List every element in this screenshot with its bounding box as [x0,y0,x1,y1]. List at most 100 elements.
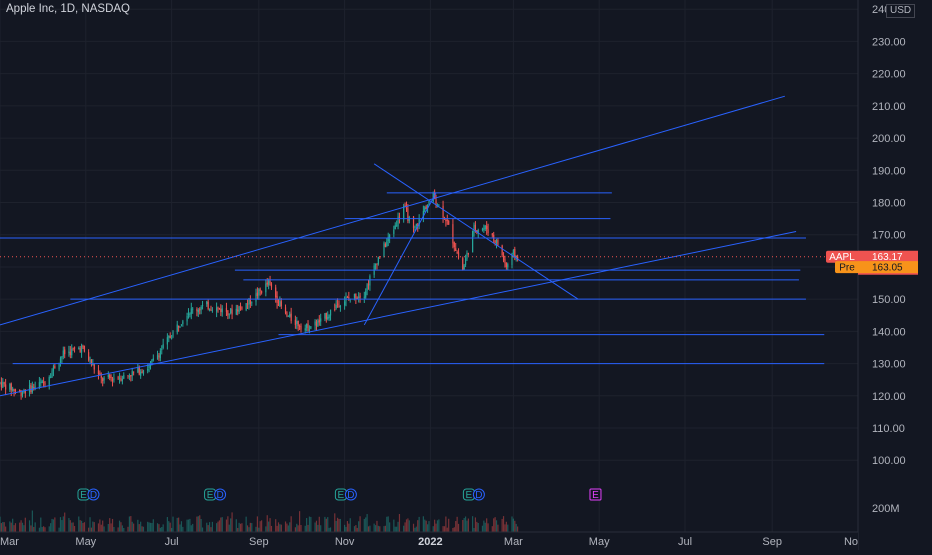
candle[interactable] [54,363,56,369]
candle[interactable] [504,255,506,268]
candle[interactable] [28,380,31,397]
candle[interactable] [455,242,457,252]
candle[interactable] [238,305,240,314]
candle[interactable] [386,238,388,248]
candle[interactable] [31,381,33,394]
candle[interactable] [161,345,163,355]
candle[interactable] [276,291,278,309]
candle[interactable] [82,344,84,350]
candle[interactable] [334,303,336,312]
horizontal-levels[interactable] [0,192,825,365]
candle[interactable] [269,275,271,286]
candle[interactable] [201,300,204,310]
candlestick-series[interactable] [0,189,519,400]
candle[interactable] [493,231,495,243]
candle[interactable] [40,378,42,387]
candle[interactable] [172,330,174,339]
candle[interactable] [59,356,62,367]
candle[interactable] [502,252,505,263]
candle[interactable] [178,325,180,332]
currency-button[interactable]: USD [886,4,916,18]
candle[interactable] [251,301,253,307]
candle[interactable] [186,312,188,326]
candle[interactable] [435,194,437,208]
candle[interactable] [14,388,17,395]
candle[interactable] [118,372,121,384]
candle[interactable] [486,221,488,235]
candle[interactable] [324,313,326,322]
candle[interactable] [38,376,40,390]
candle[interactable] [73,346,76,353]
candle[interactable] [43,377,45,388]
candle[interactable] [61,355,63,364]
candle[interactable] [79,345,81,353]
candle[interactable] [166,333,168,350]
candle[interactable] [5,378,7,396]
candle[interactable] [481,227,484,232]
candle[interactable] [270,282,273,290]
candle[interactable] [369,274,371,291]
candle[interactable] [384,242,386,248]
candle[interactable] [180,324,183,327]
candle[interactable] [393,225,395,238]
candle[interactable] [517,254,519,262]
candle[interactable] [464,254,467,268]
candle[interactable] [171,335,173,340]
candle[interactable] [358,292,360,303]
candle[interactable] [289,311,291,318]
candle[interactable] [359,292,361,303]
candle[interactable] [377,256,379,266]
candle[interactable] [92,359,94,366]
candle[interactable] [290,307,292,324]
candle[interactable] [442,200,444,223]
candle[interactable] [246,299,249,309]
candle[interactable] [418,214,420,230]
candle[interactable] [123,372,125,380]
candle[interactable] [425,204,427,210]
candle[interactable] [397,212,399,230]
candle[interactable] [408,215,410,224]
candle[interactable] [300,323,302,333]
candle[interactable] [367,279,370,290]
candle[interactable] [404,202,406,207]
candle[interactable] [501,244,503,258]
candle[interactable] [140,369,142,379]
candle[interactable] [235,304,237,316]
candle[interactable] [379,256,381,259]
candle[interactable] [100,372,102,384]
candle[interactable] [239,302,242,311]
candle[interactable] [230,307,232,315]
candle[interactable] [192,307,194,314]
candle[interactable] [210,305,212,312]
candle[interactable] [182,319,184,327]
candle[interactable] [197,308,199,318]
candle[interactable] [275,284,277,303]
candle[interactable] [72,347,74,351]
candle[interactable] [228,313,230,319]
candle[interactable] [189,312,191,318]
candle[interactable] [336,298,339,308]
candle[interactable] [294,315,296,329]
candle[interactable] [133,371,135,376]
candle[interactable] [279,296,281,307]
candle[interactable] [505,262,507,270]
trendline[interactable] [373,163,579,300]
candle[interactable] [142,369,145,376]
candle[interactable] [187,308,190,319]
candle[interactable] [62,346,64,360]
candle[interactable] [97,365,100,380]
candle[interactable] [208,308,211,312]
candle[interactable] [196,307,198,317]
candle[interactable] [0,381,1,385]
candle[interactable] [217,306,219,313]
candle[interactable] [424,205,426,213]
candle[interactable] [220,304,222,317]
candle[interactable] [277,299,280,307]
candle[interactable] [227,309,229,320]
candle[interactable] [428,200,430,206]
candle[interactable] [30,383,32,395]
candle[interactable] [200,305,202,315]
candle[interactable] [256,287,258,300]
candle[interactable] [310,326,312,330]
